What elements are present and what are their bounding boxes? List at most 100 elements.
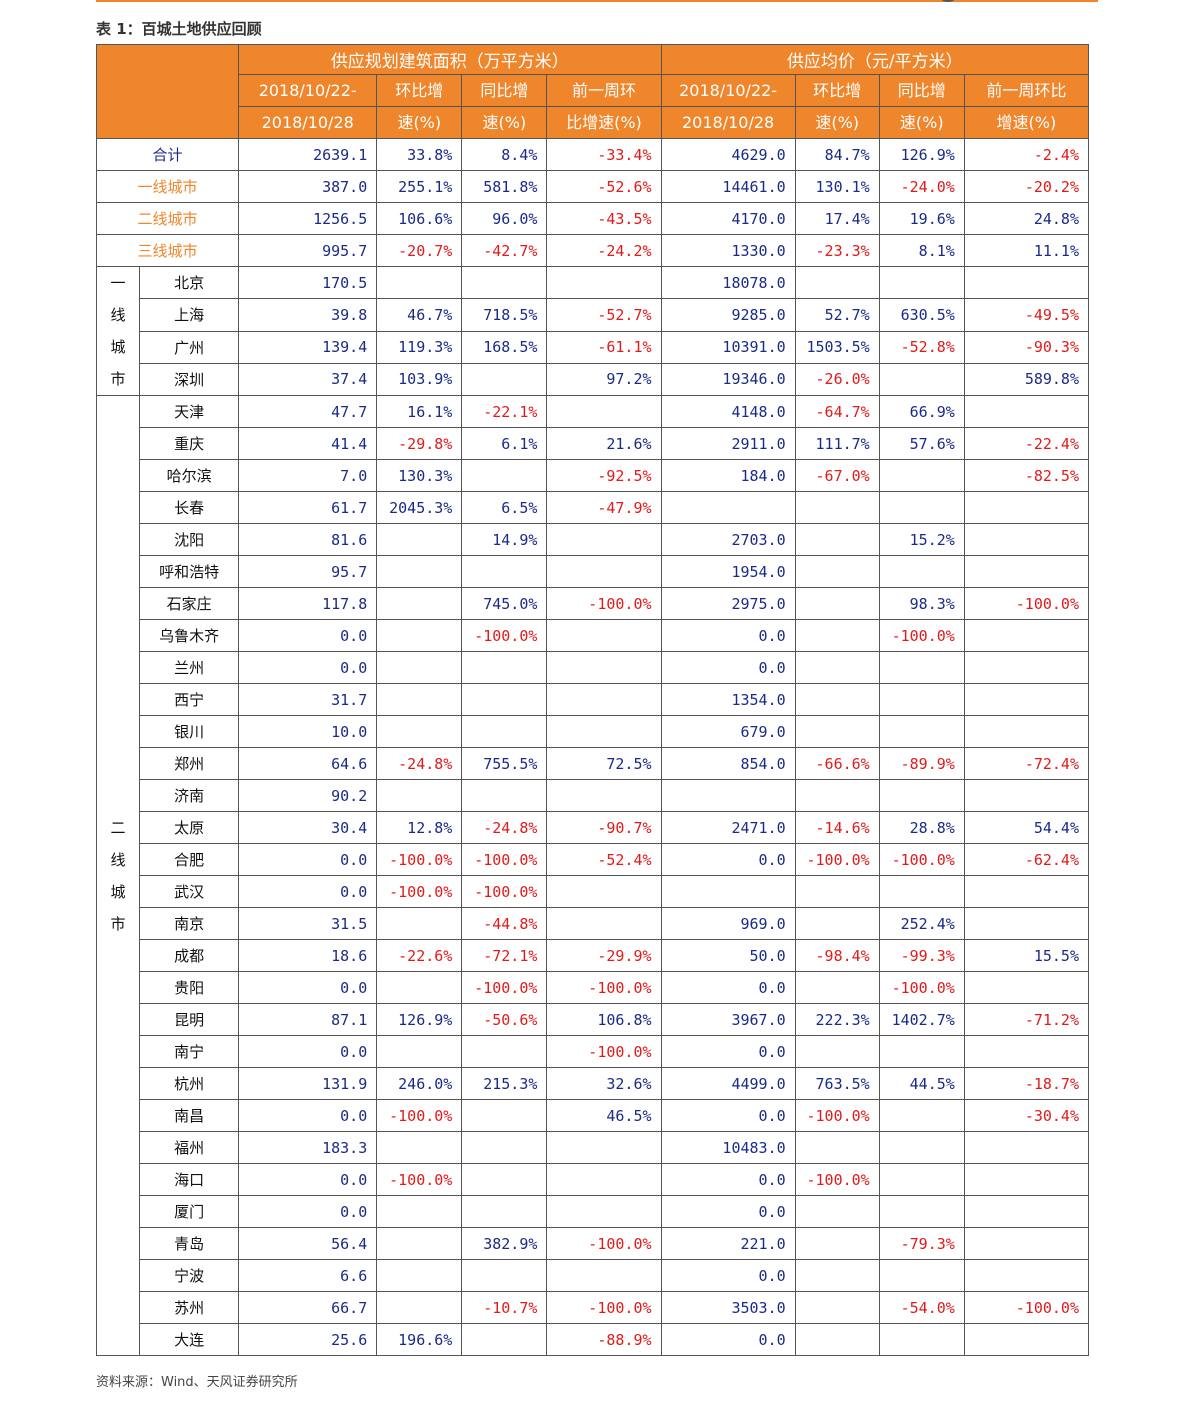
group-label-char: 线 xyxy=(110,306,126,324)
table-cell: -72.4% xyxy=(963,747,1090,780)
table-cell: -26.0% xyxy=(794,362,880,397)
city-row: 银川 10.0 679.0 xyxy=(97,715,1090,748)
table-cell xyxy=(461,265,548,300)
table-cell: 41.4 xyxy=(238,427,378,460)
city-row: 二线城市天津 47.7 16.1% -22.1% 4148.0 -64.7% 66.9% xyxy=(95,395,1090,1356)
table-cell: 4629.0 xyxy=(660,138,796,171)
table-cell: -18.7% xyxy=(963,1067,1090,1100)
table-cell: -100.0% xyxy=(963,1291,1090,1324)
header-row-line1: 2018/10/22- 环比增 同比增 前一周环 2018/10/22- 环比增… xyxy=(97,74,1090,107)
table-cell: 0.0 xyxy=(660,1259,796,1292)
group-label-char: 二 xyxy=(110,818,126,837)
table-cell: -100.0% xyxy=(461,971,548,1004)
table-cell xyxy=(546,715,662,748)
table-cell xyxy=(376,619,463,652)
table-cell: -100.0% xyxy=(461,843,548,876)
table-cell xyxy=(878,683,965,716)
table-cell: 130.3% xyxy=(376,459,463,492)
table-cell: 854.0 xyxy=(660,747,796,780)
table-cell: 1503.5% xyxy=(794,330,880,364)
table-cell: -29.9% xyxy=(546,939,662,972)
table-cell: 221.0 xyxy=(660,1227,796,1260)
city-name: 青岛 xyxy=(139,1227,240,1260)
table-cell: 64.6 xyxy=(238,747,378,780)
table-cell: -100.0% xyxy=(546,971,662,1004)
table-cell xyxy=(376,1195,463,1228)
header-price-yoy-2: 速(%) xyxy=(878,106,965,139)
table-cell xyxy=(794,523,880,556)
city-row: 苏州 66.7 -10.7% -100.0% 3503.0 -54.0% -100.0% xyxy=(97,1291,1090,1324)
city-row: 哈尔滨 7.0 130.3% -92.5% 184.0 -67.0% -82.5% xyxy=(97,459,1090,492)
table-cell: -52.4% xyxy=(546,843,662,876)
table-cell xyxy=(878,1323,965,1356)
table-cell: 1954.0 xyxy=(660,555,796,588)
table-cell: -79.3% xyxy=(878,1227,965,1260)
table-cell: -52.7% xyxy=(546,298,662,332)
table-cell: 19346.0 xyxy=(660,362,796,397)
table-cell: 3503.0 xyxy=(660,1291,796,1324)
header-price-prev-2: 增速(%) xyxy=(963,106,1090,139)
city-row: 南京 31.5 -44.8% 969.0 252.4% xyxy=(97,907,1090,940)
table-cell: -100.0% xyxy=(376,843,463,876)
table-cell: -100.0% xyxy=(376,1099,463,1132)
table-cell xyxy=(963,265,1090,300)
city-name: 南宁 xyxy=(139,1035,240,1068)
table-cell xyxy=(878,362,965,397)
table-cell: 106.6% xyxy=(376,202,463,235)
table-cell: 7.0 xyxy=(238,459,378,492)
table-cell: -88.9% xyxy=(546,1323,662,1356)
city-name: 苏州 xyxy=(139,1291,240,1324)
table-cell: -14.6% xyxy=(794,811,880,844)
city-name: 长春 xyxy=(139,491,240,524)
city-row: 昆明 87.1 126.9% -50.6% 106.8% 3967.0 222.3% 1402… xyxy=(97,1003,1090,1036)
header-row-line2: 2018/10/28 速(%) 速(%) 比增速(%) 2018/10/28 速… xyxy=(97,106,1090,139)
city-name: 厦门 xyxy=(139,1195,240,1228)
table-cell: -61.1% xyxy=(546,330,662,364)
table-cell: 4148.0 xyxy=(660,395,796,428)
city-row: 济南 90.2 xyxy=(97,779,1090,812)
table-cell: -54.0% xyxy=(878,1291,965,1324)
table-cell xyxy=(546,1195,662,1228)
table-cell xyxy=(963,1259,1090,1292)
table-cell: -99.3% xyxy=(878,939,965,972)
table-cell xyxy=(376,715,463,748)
table-cell xyxy=(376,779,463,812)
table-cell: 0.0 xyxy=(238,651,378,684)
header-area-yoy-2: 速(%) xyxy=(461,106,548,139)
table-cell xyxy=(376,265,463,300)
table-cell: 252.4% xyxy=(878,907,965,940)
city-row: 杭州 131.9 246.0% 215.3% 32.6% 4499.0 763.5% 44.5… xyxy=(97,1067,1090,1100)
table-cell xyxy=(376,971,463,1004)
table-cell: 9285.0 xyxy=(660,298,796,332)
table-cell: 47.7 xyxy=(238,395,378,428)
table-cell xyxy=(963,971,1090,1004)
table-cell: -33.4% xyxy=(546,138,662,171)
table-cell: 0.0 xyxy=(238,619,378,652)
table-cell: 14.9% xyxy=(461,523,548,556)
table-cell xyxy=(794,779,880,812)
table-cell xyxy=(794,1227,880,1260)
table-cell xyxy=(660,491,796,524)
table-cell: 6.6 xyxy=(238,1259,378,1292)
city-row: 宁波 6.6 0.0 xyxy=(97,1259,1090,1292)
table-cell xyxy=(963,1035,1090,1068)
table-cell xyxy=(794,1195,880,1228)
table-cell xyxy=(546,683,662,716)
table-cell xyxy=(461,683,548,716)
table-cell xyxy=(376,1259,463,1292)
group-label-tier1: 一线城市 xyxy=(95,266,141,396)
table-cell: 57.6% xyxy=(878,427,965,460)
table-cell xyxy=(376,1291,463,1324)
table-cell: -100.0% xyxy=(461,875,548,908)
table-cell: 17.4% xyxy=(794,202,880,235)
table-cell xyxy=(546,523,662,556)
city-row: 海口 0.0 -100.0% 0.0 -100.0% xyxy=(97,1163,1090,1196)
table-cell xyxy=(794,715,880,748)
table-cell: -44.8% xyxy=(461,907,548,940)
city-name: 昆明 xyxy=(139,1003,240,1036)
table-cell: -24.8% xyxy=(376,747,463,780)
table-cell xyxy=(461,1323,548,1356)
city-row: 太原 30.4 12.8% -24.8% -90.7% 2471.0 -14.6% 28.8%… xyxy=(97,811,1090,844)
table-cell: 8.4% xyxy=(461,138,548,171)
city-name: 石家庄 xyxy=(139,587,240,620)
